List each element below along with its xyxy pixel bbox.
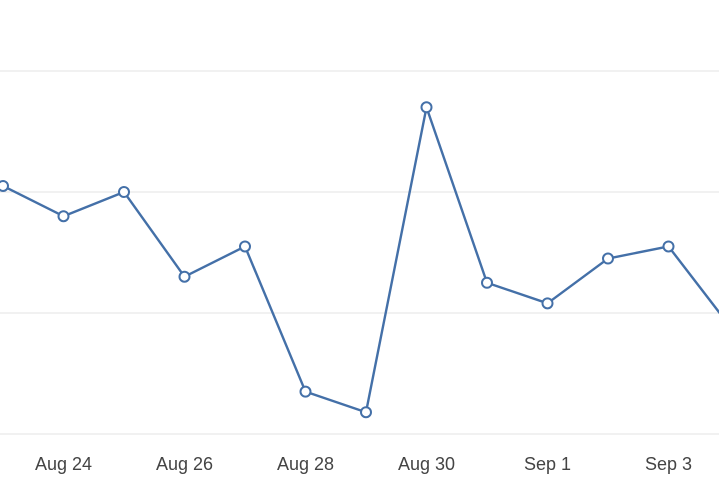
data-point[interactable]	[662, 240, 675, 253]
data-point[interactable]	[360, 406, 372, 419]
data-point[interactable]	[118, 186, 130, 198]
data-points	[0, 101, 675, 419]
x-tick-label: Aug 30	[398, 454, 455, 474]
data-point[interactable]	[0, 179, 9, 192]
x-axis-ticks: Aug 24 Aug 26 Aug 28 Aug 30 Sep 1 Sep 3	[35, 454, 692, 474]
x-tick-label: Aug 28	[277, 454, 334, 474]
data-point[interactable]	[481, 276, 493, 289]
x-tick-label: Aug 24	[35, 454, 92, 474]
data-point[interactable]	[57, 210, 70, 223]
data-point[interactable]	[541, 297, 554, 310]
data-point[interactable]	[178, 270, 191, 283]
data-point[interactable]	[602, 252, 614, 265]
x-tick-label: Aug 26	[156, 454, 213, 474]
x-tick-label: Sep 1	[524, 454, 571, 474]
data-point[interactable]	[239, 240, 251, 253]
data-point[interactable]	[299, 385, 312, 398]
x-tick-label: Sep 3	[645, 454, 692, 474]
grid	[0, 70, 719, 435]
data-point[interactable]	[420, 101, 433, 114]
